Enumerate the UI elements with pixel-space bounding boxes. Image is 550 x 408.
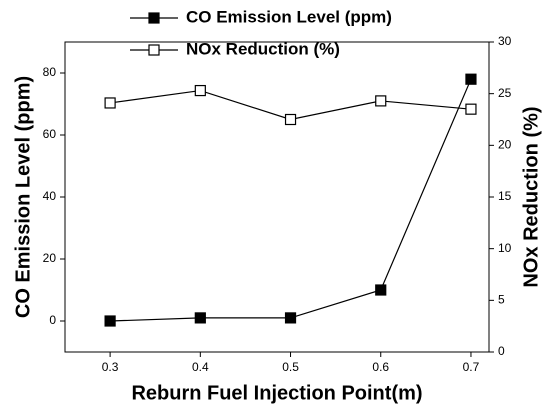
data-point [465,103,477,115]
data-point [104,315,116,327]
legend-marker [148,44,160,56]
data-point [375,95,387,107]
data-point [284,312,297,324]
plot-frame [64,41,490,353]
y2-tick-label: 20 [498,138,512,152]
y2-tick-label: 5 [498,293,505,307]
y2-tick-label: 10 [498,241,512,255]
data-point [465,73,477,85]
data-point [284,113,297,126]
y-tick-label: 20 [43,251,57,265]
data-point [194,84,206,97]
y2-tick-label: 25 [498,86,512,100]
x-tick-label: 0.7 [463,360,480,374]
y2-tick-label: 15 [498,189,512,203]
x-tick-label: 0.3 [102,360,119,374]
y-axis-label: CO Emission Level (ppm) [12,76,34,318]
x-tick-label: 0.4 [192,360,209,374]
x-axis-label: Reburn Fuel Injection Point(m) [131,382,422,404]
data-point [194,312,206,324]
y-tick-label: 60 [43,127,57,141]
legend-label: NOx Reduction (%) [186,39,340,58]
y-tick-label: 40 [43,189,57,203]
legend-marker [148,12,160,24]
legend-label: CO Emission Level (ppm) [186,7,392,26]
data-point [375,284,387,296]
data-point [104,97,116,109]
y2-tick-label: 0 [498,344,505,358]
y2-tick-label: 30 [498,34,512,48]
y-tick-label: 0 [49,313,56,327]
y2-axis-label: NOx Reduction (%) [520,106,542,287]
x-tick-label: 0.5 [282,360,299,374]
y-tick-label: 80 [43,65,57,79]
x-tick-label: 0.6 [372,360,389,374]
